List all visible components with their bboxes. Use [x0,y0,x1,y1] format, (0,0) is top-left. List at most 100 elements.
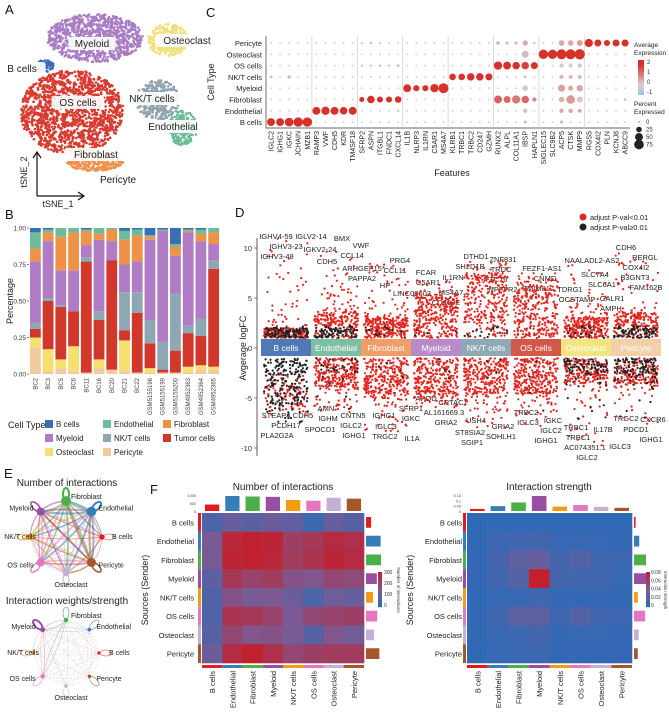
cluster-label: OS cells [59,98,96,109]
gene-point [328,313,331,316]
feature-label: CXCL14 [396,131,403,158]
tsne-point [166,85,170,88]
bar-segment [29,337,41,348]
gene-point [292,332,296,335]
panel-label-e: E [4,466,13,481]
tsne-point [42,119,46,123]
expression-dot [596,109,599,112]
gene-point [316,310,320,313]
gene-point [291,305,294,308]
expression-dot [577,63,582,68]
tsne-point [113,108,117,112]
tsne-point [173,24,177,27]
tsne-point [86,82,90,86]
tsne-point [138,28,141,32]
gene-point [295,362,298,365]
tsne-point [54,33,57,37]
tsne-point [151,48,155,52]
bar-segment [144,343,156,369]
tsne-point [67,73,70,77]
expression-dot [503,95,511,104]
tsne-point [92,15,95,19]
gene-label-up: IGLV2-14 [295,232,327,241]
gene-point [273,379,276,382]
gene-point [285,384,288,387]
tsne-point [79,15,83,18]
tsne-point [137,89,141,92]
tsne-point [89,25,92,28]
gene-point [356,285,359,288]
tsne-point [69,130,73,133]
expression-dot [451,98,454,101]
tsne-point [101,124,105,127]
gene-label-up: SLC6A1 [588,280,616,289]
tsne-point [61,25,65,29]
expression-dot [333,98,336,101]
expression-dot [460,109,463,112]
tsne-point [59,140,63,144]
bar-segment [55,359,67,369]
tsne-point [89,79,92,82]
tsne-point [64,20,67,23]
gene-point [269,358,272,361]
expression-dot [315,98,318,101]
gene-point [281,381,284,384]
gene-point [341,303,344,306]
expression-dot [469,42,472,44]
expression-dot [551,109,554,112]
expression-dot [615,98,618,101]
expression-dot [351,121,354,124]
tsne-point [46,139,49,143]
tsne-point [36,88,40,91]
expression-dot [359,97,365,102]
tsne-point [68,50,72,53]
expression-dot [297,53,300,56]
tsne-point [104,83,108,87]
tsne-point [147,83,151,87]
gene-point [301,396,304,399]
expression-dot [297,64,300,67]
tsne-point [109,108,112,112]
tsne-point [116,53,120,56]
gene-point [276,379,279,382]
expression-dot [460,87,463,90]
expression-dot [438,83,449,94]
tsne-point [96,117,99,121]
expression-dot [442,42,445,44]
tsne-point [116,42,120,46]
expression-dot [422,85,429,92]
legend-swatch [45,448,53,456]
tsne-point [29,111,33,115]
tsne-point [31,90,34,94]
tsne-point [115,35,119,38]
expression-dot [605,53,608,56]
x-tick-label: GSM4952364 [199,377,205,415]
tsne-point [103,111,106,114]
expression-dot [542,42,545,44]
gene-point [272,373,275,376]
expression-dot [406,75,409,78]
tsne-point [56,150,59,153]
tsne-point [42,86,46,90]
tsne-point [77,119,80,123]
bar-segment [131,261,143,293]
legend-label: Endothelial [114,420,154,429]
feature-label: JCHAIN [296,131,303,156]
tsne-point [79,136,82,140]
tsne-point [184,112,188,115]
tsne-point [26,126,30,129]
gene-label-down: GRIA2 [492,422,515,431]
tsne-point [79,49,83,53]
tsne-point [181,28,185,32]
bar-segment [42,298,54,301]
expression-dot [551,98,554,101]
expression-dot [512,61,520,70]
expression-dot [469,98,472,101]
expression-dot [360,75,363,78]
tsne-point [77,117,81,121]
tsne-point [60,28,63,31]
tsne-point [52,110,55,113]
gene-point [284,395,287,398]
gene-point [270,327,273,330]
gene-point [277,394,280,397]
